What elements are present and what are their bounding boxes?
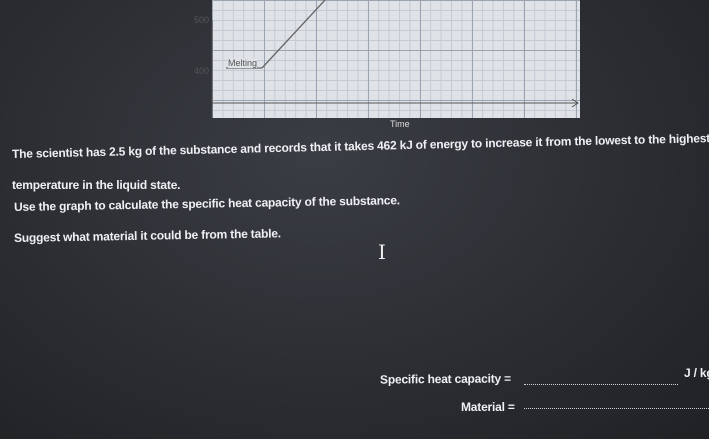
answer-label: Material = [461, 400, 515, 414]
answer-unit: J / kg [684, 366, 709, 380]
question-line: Use the graph to calculate the specific … [13, 193, 400, 214]
y-label: 500 [194, 15, 210, 25]
answer-line [524, 384, 678, 385]
graph-lines [211, 0, 579, 118]
answer-label: Specific heat capacity = [379, 371, 511, 387]
question-line: Suggest what material it could be from t… [13, 226, 282, 245]
x-label: Time [390, 119, 410, 129]
annotation: Melting [228, 58, 258, 68]
graph-grid [212, 0, 580, 118]
question-line: temperature in the liquid state. [12, 178, 181, 192]
text-cursor: I [378, 240, 386, 264]
answer-line [524, 408, 709, 409]
y-label: 400 [194, 66, 210, 76]
question-line: The scientist has 2.5 kg of the substanc… [11, 131, 709, 161]
